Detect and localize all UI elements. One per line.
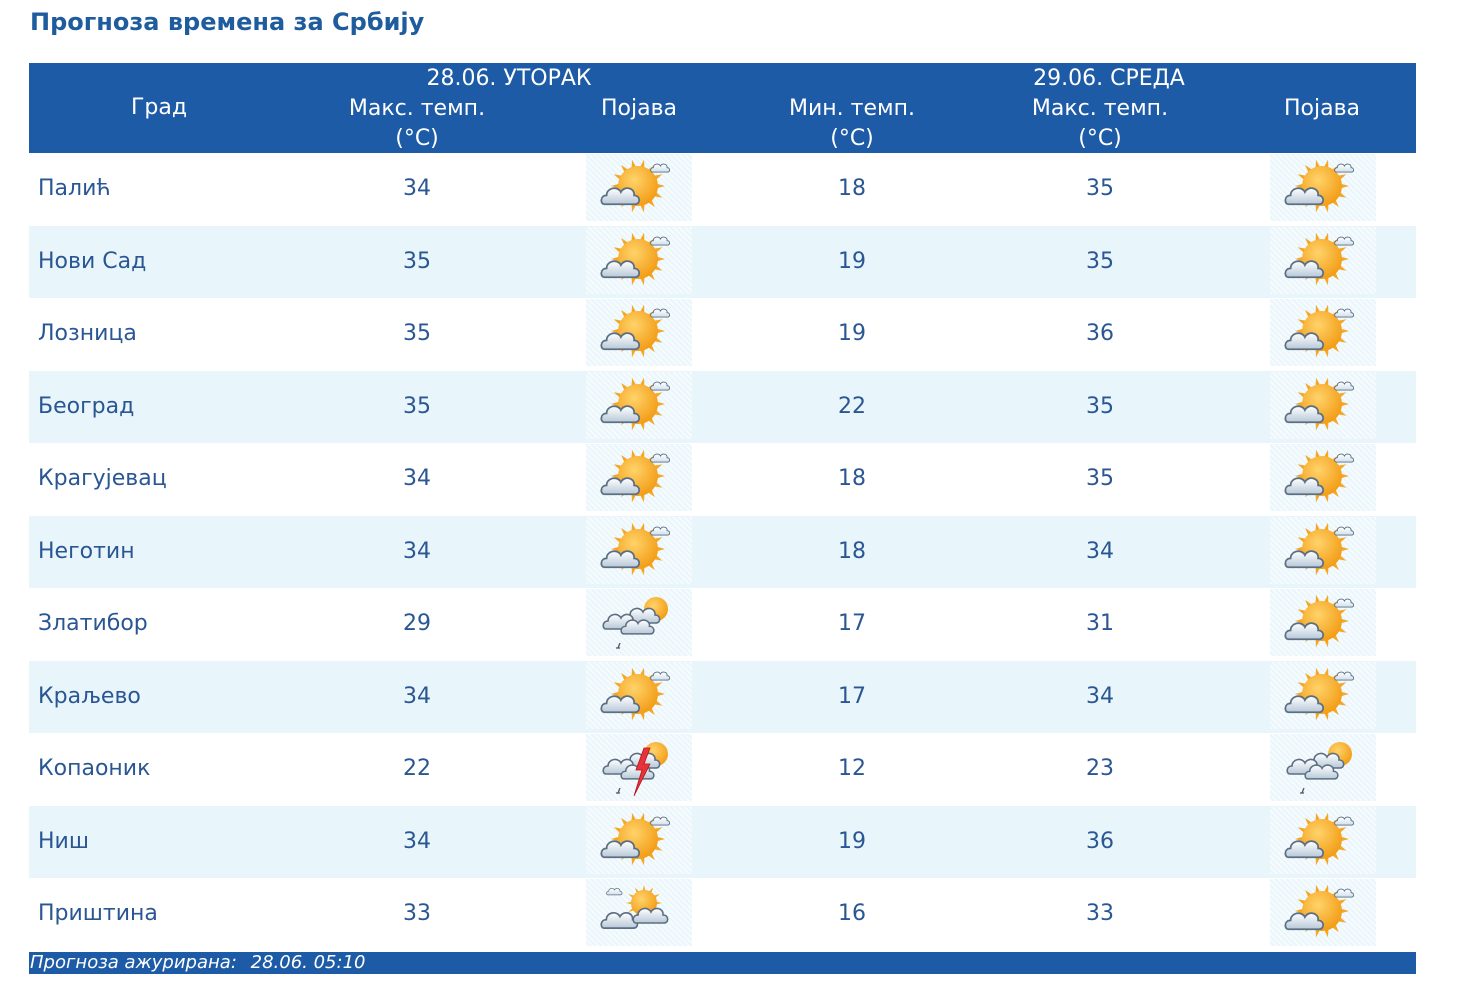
day2-max-temp: 35 [1086, 248, 1114, 274]
day2-max-temp: 36 [1086, 828, 1114, 854]
city-name: Београд [38, 393, 135, 419]
header-day2-max-label: Макс. темп. [1031, 96, 1169, 121]
city-name: Неготин [38, 538, 135, 564]
table-row: Лозница 35 19 36 [29, 298, 1416, 371]
table-row: Краљево 34 17 34 [29, 660, 1416, 733]
footer-bar: Прогноза ажурирана: 28.06. 05:10 [29, 952, 1416, 974]
partly-cloudy-icon [586, 879, 692, 946]
header-day2-phenomenon: Појава [1283, 96, 1361, 121]
table-row: Крагујевац 34 18 35 [29, 443, 1416, 516]
day2-max-temp: 31 [1086, 611, 1114, 636]
header-day2-min: Мин. темп. (°C) [752, 94, 952, 154]
sunny-cloudy-icon [586, 661, 692, 729]
day2-min-temp: 17 [838, 683, 866, 709]
sunny-cloudy-icon [1270, 226, 1376, 294]
city-name: Лозница [38, 321, 137, 346]
table-row: Нови Сад 35 19 35 [29, 225, 1416, 298]
sunny-cloudy-icon [1270, 516, 1376, 584]
sunny-cloudy-icon [1270, 154, 1376, 221]
page-title: Прогноза времена за Србију [30, 8, 425, 36]
city-name: Копаоник [38, 756, 151, 781]
day2-min-temp: 18 [838, 176, 866, 201]
city-name: Палић [38, 176, 111, 201]
updated-label: Прогноза ажурирана: [30, 952, 237, 973]
day2-max-temp: 23 [1086, 756, 1114, 781]
header-day2-max: Макс. темп. (°C) [1000, 94, 1200, 154]
sunny-cloudy-icon [586, 226, 692, 294]
table-row: Неготин 34 18 34 [29, 515, 1416, 588]
city-name: Краљево [38, 683, 141, 709]
sunny-cloudy-icon [586, 444, 692, 511]
header-day1-max-unit: (°C) [395, 126, 439, 151]
table-row: Палић 34 18 35 [29, 153, 1416, 226]
sunny-cloudy-icon [586, 516, 692, 584]
header-day2-max-unit: (°C) [1078, 126, 1122, 151]
header-day1-phenomenon: Појава [600, 96, 678, 121]
table-header: Град 28.06. УТОРАК Макс. темп. (°C) Поја… [29, 63, 1416, 153]
cloudy-shower-icon [1270, 734, 1376, 801]
day1-max-temp: 35 [403, 248, 431, 274]
table-row: Копаоник 22 12 23 [29, 733, 1416, 806]
table-row: Златибор 29 17 31 [29, 588, 1416, 661]
sunny-cloudy-icon [586, 299, 692, 366]
table-body: Палић 34 18 35 Нови Сад 35 19 35 Лозни [29, 153, 1416, 951]
sunny-cloudy-icon [1270, 444, 1376, 511]
day2-max-temp: 36 [1086, 321, 1114, 346]
city-name: Нови Сад [38, 248, 147, 274]
day2-min-temp: 17 [838, 611, 866, 636]
city-name: Приштина [38, 901, 158, 926]
city-name: Крагујевац [38, 466, 167, 491]
table-row: Београд 35 22 35 [29, 370, 1416, 443]
header-day1: 28.06. УТОРАК [426, 66, 592, 91]
day1-max-temp: 34 [403, 828, 431, 854]
day2-max-temp: 34 [1086, 683, 1114, 709]
day2-max-temp: 33 [1086, 901, 1114, 926]
cloudy-shower-icon [586, 589, 692, 656]
day1-max-temp: 29 [403, 611, 431, 636]
header-city: Град [130, 95, 188, 120]
day1-max-temp: 34 [403, 176, 431, 201]
header-day1-max-label: Макс. темп. [348, 96, 486, 121]
day1-max-temp: 34 [403, 466, 431, 491]
day2-min-temp: 18 [838, 466, 866, 491]
day2-min-temp: 12 [838, 756, 866, 781]
sunny-cloudy-icon [1270, 371, 1376, 439]
sunny-cloudy-icon [1270, 806, 1376, 874]
day1-max-temp: 34 [403, 538, 431, 564]
day2-min-temp: 19 [838, 248, 866, 274]
day2-min-temp: 19 [838, 828, 866, 854]
day2-max-temp: 34 [1086, 538, 1114, 564]
city-name: Ниш [38, 828, 89, 854]
day1-max-temp: 33 [403, 901, 431, 926]
header-day2-min-unit: (°C) [830, 126, 874, 151]
forecast-table: Град 28.06. УТОРАК Макс. темп. (°C) Поја… [29, 63, 1416, 951]
day2-min-temp: 22 [838, 393, 866, 419]
day1-max-temp: 35 [403, 321, 431, 346]
day2-max-temp: 35 [1086, 393, 1114, 419]
day2-min-temp: 18 [838, 538, 866, 564]
thunderstorm-icon [586, 734, 692, 801]
header-day2-min-label: Мин. темп. [789, 96, 915, 121]
table-row: Ниш 34 19 36 [29, 805, 1416, 878]
header-day1-max: Макс. темп. (°C) [317, 94, 517, 154]
day2-max-temp: 35 [1086, 176, 1114, 201]
day1-max-temp: 34 [403, 683, 431, 709]
day2-min-temp: 16 [838, 901, 866, 926]
day2-max-temp: 35 [1086, 466, 1114, 491]
table-row: Приштина 33 16 33 [29, 878, 1416, 951]
sunny-cloudy-icon [586, 371, 692, 439]
day2-min-temp: 19 [838, 321, 866, 346]
day1-max-temp: 22 [403, 756, 431, 781]
header-day2: 29.06. СРЕДА [1033, 66, 1185, 91]
sunny-cloudy-icon [1270, 589, 1376, 656]
sunny-cloudy-icon [586, 154, 692, 221]
updated-value: 28.06. 05:10 [250, 952, 366, 973]
sunny-cloudy-icon [1270, 879, 1376, 946]
sunny-cloudy-icon [1270, 661, 1376, 729]
sunny-cloudy-icon [1270, 299, 1376, 366]
city-name: Златибор [38, 611, 148, 636]
sunny-cloudy-icon [586, 806, 692, 874]
day1-max-temp: 35 [403, 393, 431, 419]
